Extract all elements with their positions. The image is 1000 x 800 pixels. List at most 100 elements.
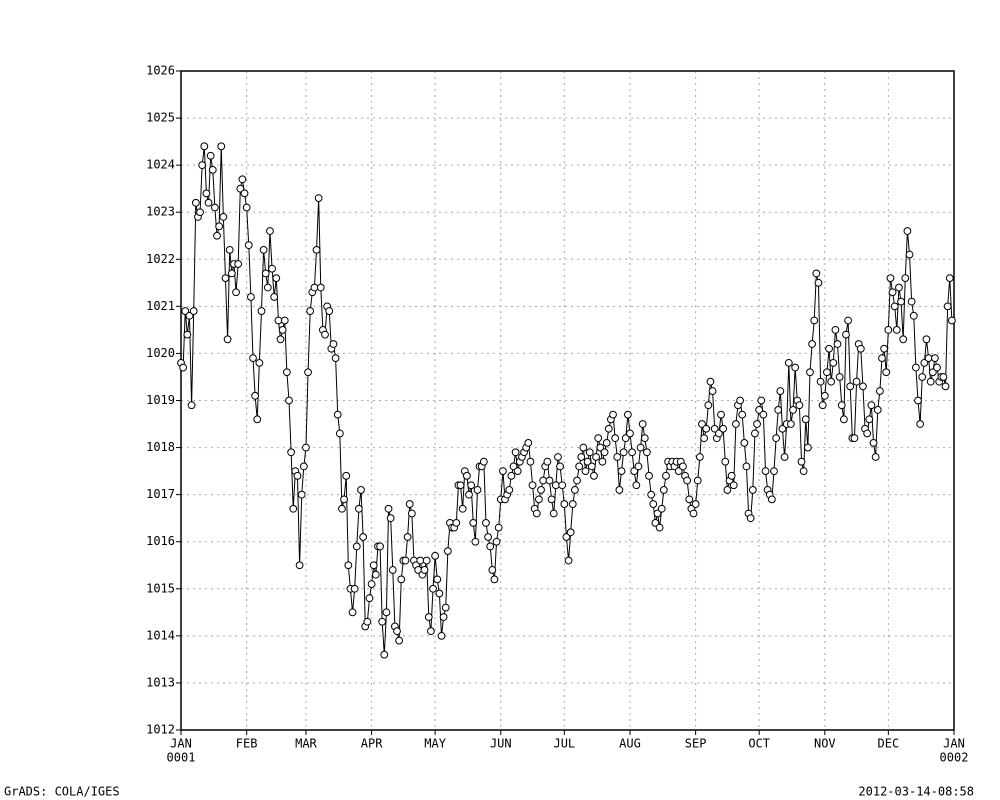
point-marker — [911, 363, 920, 372]
point-marker — [827, 377, 836, 386]
point-marker — [674, 467, 683, 476]
point-marker — [653, 509, 662, 518]
point-marker — [314, 194, 323, 202]
point-marker — [321, 330, 329, 339]
point-marker — [922, 335, 931, 344]
point-marker — [640, 434, 649, 443]
x-tick-label: JUL — [553, 737, 575, 751]
point-marker — [429, 584, 437, 593]
y-tick-label: 1015 — [146, 581, 175, 595]
point-marker — [721, 457, 730, 466]
point-marker — [526, 457, 535, 466]
point-marker — [774, 406, 783, 414]
point-marker — [833, 340, 842, 348]
point-marker — [916, 420, 925, 428]
point-marker — [604, 424, 613, 433]
point-marker — [452, 518, 461, 527]
point-marker — [583, 457, 592, 466]
y-tick-label: 1013 — [146, 675, 175, 689]
point-marker — [592, 453, 600, 461]
point-marker — [384, 504, 393, 513]
point-marker — [882, 368, 891, 377]
point-marker — [740, 438, 749, 447]
point-marker — [257, 307, 266, 315]
y-tick-label: 1024 — [146, 158, 175, 172]
point-marker — [638, 420, 647, 428]
y-tick-label: 1012 — [146, 723, 175, 737]
point-marker — [397, 575, 406, 584]
point-marker — [867, 401, 876, 410]
point-marker — [748, 486, 757, 494]
point-marker — [191, 198, 200, 207]
point-marker — [310, 283, 319, 292]
point-marker — [850, 434, 859, 443]
point-marker — [619, 448, 628, 457]
point-marker — [617, 467, 626, 476]
point-marker — [297, 490, 306, 499]
point-marker — [920, 358, 929, 367]
x-tick-label: AUG — [619, 737, 641, 751]
footer-right: 2012-03-14-08:58 — [858, 785, 974, 799]
y-tick-label: 1021 — [146, 299, 175, 313]
point-marker — [571, 486, 579, 494]
point-marker — [808, 340, 817, 348]
point-marker — [689, 509, 698, 518]
point-marker — [759, 410, 768, 419]
point-marker — [928, 368, 937, 377]
point-marker — [899, 335, 908, 344]
point-marker — [903, 227, 912, 235]
point-marker — [693, 476, 702, 485]
point-marker — [634, 462, 643, 471]
point-marker — [818, 401, 827, 410]
point-marker — [181, 307, 190, 315]
point-marker — [558, 481, 567, 490]
point-marker — [221, 274, 230, 283]
point-marker — [293, 471, 302, 480]
point-marker — [626, 429, 634, 438]
point-marker — [600, 448, 609, 457]
point-marker — [289, 504, 298, 513]
point-marker — [914, 396, 922, 405]
point-marker — [585, 448, 594, 457]
point-marker — [554, 453, 562, 461]
point-marker — [278, 325, 287, 334]
point-marker — [352, 542, 361, 551]
point-marker — [196, 208, 204, 217]
point-marker — [810, 316, 819, 325]
point-marker — [217, 142, 226, 151]
point-marker — [304, 368, 312, 377]
point-marker — [772, 434, 781, 443]
y-tick-label: 1018 — [146, 440, 175, 454]
point-marker — [427, 627, 435, 636]
point-marker — [467, 481, 476, 490]
point-marker — [251, 391, 260, 400]
point-marker — [198, 161, 207, 170]
y-tick-label: 1022 — [146, 252, 175, 266]
point-marker — [274, 316, 283, 325]
y-tick-label: 1026 — [146, 64, 175, 78]
point-marker — [738, 410, 747, 419]
point-marker — [778, 424, 787, 433]
point-marker — [602, 438, 611, 447]
point-marker — [577, 453, 586, 461]
point-marker — [280, 316, 289, 325]
point-marker — [295, 561, 304, 570]
point-marker — [719, 424, 728, 433]
point-marker — [901, 274, 910, 283]
point-marker — [261, 269, 270, 278]
point-marker — [784, 358, 793, 367]
point-marker — [505, 486, 514, 494]
point-marker — [242, 203, 251, 212]
point-marker — [382, 608, 391, 617]
point-marker — [388, 566, 397, 574]
point-marker — [431, 551, 440, 560]
point-marker — [407, 509, 416, 518]
point-marker — [471, 537, 480, 546]
point-marker — [706, 377, 715, 386]
point-marker — [829, 358, 838, 367]
point-marker — [659, 486, 668, 494]
point-marker — [268, 264, 276, 273]
point-marker — [839, 415, 848, 424]
point-marker — [596, 443, 605, 452]
point-marker — [856, 344, 865, 353]
